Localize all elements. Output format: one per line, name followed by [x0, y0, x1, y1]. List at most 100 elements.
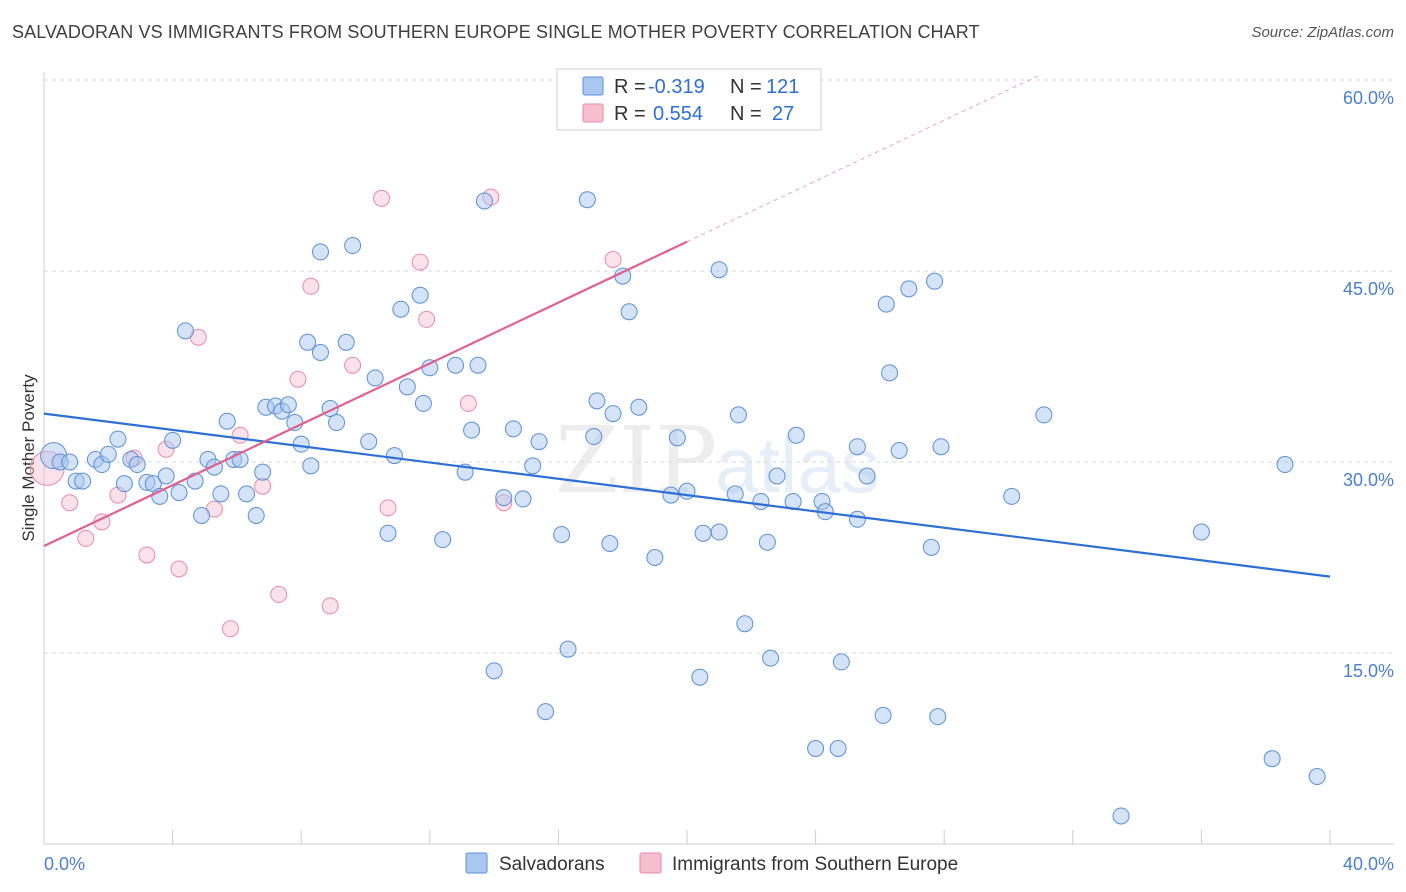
immigrants-point — [373, 189, 391, 207]
salvadorans-point — [900, 280, 918, 298]
salvadorans-point — [620, 303, 638, 321]
y-tick-label-30: 30.0% — [1343, 470, 1394, 490]
x-tick-label-max: 40.0% — [1343, 854, 1394, 874]
legend-r-label-1: R = — [614, 76, 646, 98]
immigrants-point — [221, 620, 239, 638]
bottom-legend-swatch-immigrants — [639, 852, 662, 874]
salvadorans-point — [447, 356, 465, 374]
bottom-legend-label-salvadorans: Salvadorans — [499, 854, 605, 875]
salvadorans-point — [1276, 456, 1294, 474]
salvadorans-point — [601, 534, 619, 552]
immigrants-point — [321, 597, 339, 615]
chart-title: SALVADORAN VS IMMIGRANTS FROM SOUTHERN E… — [12, 22, 980, 42]
salvadorans-point — [311, 243, 329, 261]
bottom-legend-swatch-salvadorans — [465, 852, 488, 874]
salvadorans-point — [752, 492, 770, 510]
salvadorans-point — [922, 538, 940, 556]
salvadorans-point — [630, 398, 648, 416]
gridlines — [44, 79, 1394, 654]
salvadorans-point — [710, 523, 728, 541]
salvadorans-point — [379, 524, 397, 542]
salvadorans-point — [729, 406, 747, 424]
salvadorans-point — [328, 414, 346, 432]
salvadorans-point — [344, 237, 362, 255]
salvadorans-point — [311, 343, 329, 361]
salvadorans-point — [768, 467, 786, 485]
salvadorans-point — [926, 272, 944, 290]
salvadorans-point — [646, 549, 664, 566]
salvadorans-point — [475, 192, 493, 210]
legend-n-label-2: N = — [730, 103, 762, 125]
salvadorans-point — [469, 356, 487, 374]
legend-swatch-immigrants — [582, 103, 604, 123]
legend-swatch-salvadorans — [582, 76, 604, 96]
salvadorans-point — [337, 333, 355, 351]
legend-r-value-1: -0.319 — [648, 76, 705, 98]
salvadorans-point — [74, 472, 92, 490]
salvadorans-point — [157, 467, 175, 485]
immigrants-point — [302, 277, 320, 295]
salvadorans-point — [1263, 750, 1281, 768]
salvadorans-point — [299, 333, 317, 351]
salvadorans-point — [578, 191, 596, 209]
salvadorans-point — [848, 438, 866, 456]
salvadorans-point — [212, 485, 230, 503]
salvadorans-point — [588, 392, 606, 410]
immigrants-point — [379, 499, 397, 517]
immigrants-point — [231, 426, 249, 444]
legend-n-value-1: 121 — [766, 76, 799, 98]
stats-legend: R = -0.319 N = 121 R = 0.554 N = 27 — [556, 68, 822, 131]
salvadorans-point — [463, 421, 481, 439]
salvadorans-point — [421, 359, 439, 377]
salvadorans-point — [807, 740, 825, 757]
salvadorans-point — [238, 485, 256, 503]
salvadorans-point — [398, 378, 416, 396]
salvadorans-point — [890, 442, 908, 460]
immigrants-trend-extension — [686, 75, 1038, 243]
trend-lines — [43, 75, 1331, 578]
salvadorans-point — [668, 429, 686, 447]
salvadorans-point — [254, 463, 272, 481]
salvadorans-point — [514, 490, 532, 508]
series-salvadorans-points — [40, 191, 1326, 825]
salvadorans-point — [61, 453, 79, 471]
salvadorans-point — [193, 506, 211, 524]
salvadorans-point — [1112, 807, 1130, 825]
salvadorans-point — [115, 475, 133, 493]
salvadorans-point — [858, 467, 876, 485]
salvadorans-point — [524, 457, 542, 475]
immigrants-point — [459, 394, 477, 412]
immigrants-point — [61, 494, 79, 512]
salvadorans-point — [559, 640, 577, 658]
salvadorans-point — [691, 668, 709, 686]
x-tick-label-min: 0.0% — [44, 854, 85, 874]
salvadorans-point — [360, 433, 378, 451]
legend-r-label-2: R = — [614, 103, 646, 125]
salvadorans-point — [109, 430, 127, 448]
salvadorans-point — [1003, 487, 1021, 505]
salvadorans-point — [176, 322, 194, 340]
salvadorans-point — [694, 524, 712, 542]
salvadorans-point — [736, 615, 754, 633]
salvadorans-point — [604, 405, 622, 423]
salvadorans-point — [392, 300, 410, 318]
immigrants-point — [418, 310, 436, 328]
series-immigrants-southern-europe-points — [29, 188, 622, 638]
salvadorans-point — [1035, 406, 1053, 424]
immigrants-trend-line — [43, 240, 688, 548]
immigrants-point — [604, 251, 622, 269]
watermark-zip: ZIP — [555, 407, 717, 514]
salvadorans-point — [585, 428, 603, 446]
salvadorans-point — [758, 533, 776, 551]
salvadorans-point — [164, 431, 182, 449]
salvadorans-point — [434, 531, 452, 549]
salvadorans-point — [99, 445, 117, 463]
salvadorans-point — [1192, 523, 1210, 541]
salvadorans-point — [553, 526, 571, 544]
salvadorans-point — [411, 286, 429, 304]
salvadorans-point — [829, 740, 847, 757]
immigrants-point — [289, 370, 307, 388]
salvadorans-point — [762, 649, 780, 667]
salvadorans-point — [832, 653, 850, 671]
